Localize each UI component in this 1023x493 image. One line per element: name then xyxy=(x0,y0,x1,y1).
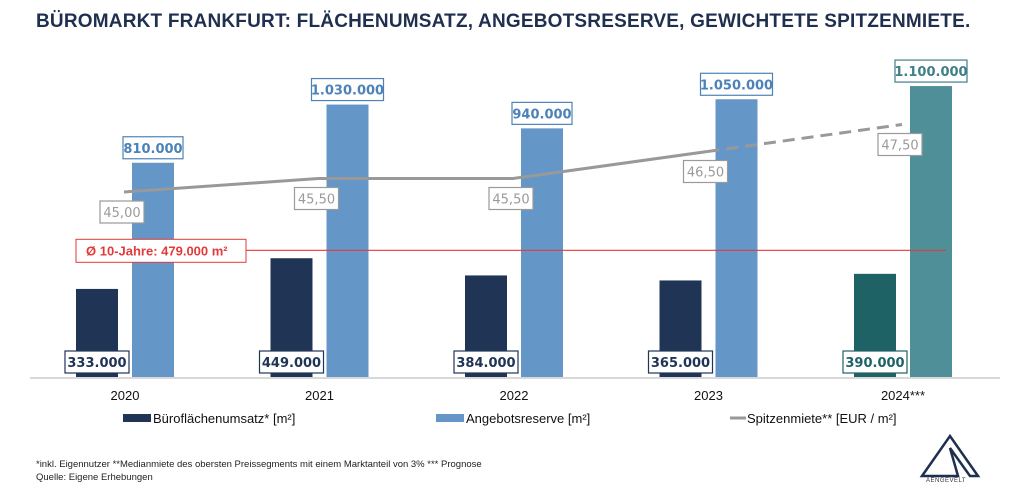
bar-angebotsreserve xyxy=(715,99,758,378)
label-angebotsreserve: 810.000 xyxy=(123,142,182,157)
label-bueroflaechenumsatz: 384.000 xyxy=(456,356,515,371)
label-spitzenmiete: 45,00 xyxy=(103,206,140,221)
label-bueroflaechenumsatz: 365.000 xyxy=(651,356,710,371)
label-spitzenmiete: 45,50 xyxy=(298,193,335,208)
label-spitzenmiete-box xyxy=(877,132,923,157)
bar-angebotsreserve xyxy=(910,86,952,378)
x-tick-label: 2024*** xyxy=(881,388,925,403)
legend-label: Spitzenmiete** [EUR / m²] xyxy=(747,411,897,426)
label-spitzenmiete-box xyxy=(293,186,340,211)
line-spitzenmiete-forecast xyxy=(707,123,903,153)
label-angebotsreserve: 940.000 xyxy=(512,107,571,122)
bar-angebotsreserve xyxy=(326,104,369,377)
label-spitzenmiete: 45,50 xyxy=(492,193,529,208)
label-angebotsreserve-box xyxy=(310,77,385,102)
legend-swatch xyxy=(436,414,464,422)
label-angebotsreserve-box xyxy=(122,136,184,160)
label-angebotsreserve: 1.100.000 xyxy=(894,65,967,80)
x-tick-label: 2020 xyxy=(111,388,140,403)
label-spitzenmiete-box xyxy=(99,200,145,224)
label-angebotsreserve-box xyxy=(511,101,573,125)
legend-label: Büroflächenumsatz* [m²] xyxy=(153,411,295,426)
reference-label: Ø 10-Jahre: 479.000 m² xyxy=(86,243,228,258)
label-angebotsreserve: 1.030.000 xyxy=(311,84,384,99)
legend-swatch xyxy=(123,414,151,422)
legend-label: Angebotsreserve [m²] xyxy=(466,411,590,426)
source-note: Quelle: Eigene Erhebungen xyxy=(36,472,153,483)
label-bueroflaechenumsatz-box xyxy=(453,350,519,374)
label-angebotsreserve-box xyxy=(699,72,774,96)
logo-text: AENGEVELT xyxy=(926,478,967,484)
x-tick-label: 2022 xyxy=(500,388,529,403)
label-spitzenmiete-box xyxy=(682,159,729,184)
label-bueroflaechenumsatz-box xyxy=(842,350,908,374)
label-spitzenmiete: 46,50 xyxy=(687,166,724,181)
reference-label-box xyxy=(75,238,247,263)
label-bueroflaechenumsatz: 390.000 xyxy=(845,356,904,371)
x-tick-label: 2023 xyxy=(694,388,723,403)
bar-angebotsreserve xyxy=(521,128,563,377)
label-spitzenmiete-box xyxy=(488,186,534,211)
label-bueroflaechenumsatz-box xyxy=(258,350,325,374)
label-bueroflaechenumsatz: 449.000 xyxy=(262,356,321,371)
bar-angebotsreserve xyxy=(132,162,174,377)
chart-title: BÜROMARKT FRANKFURT: FLÄCHENUMSATZ, ANGE… xyxy=(36,11,971,32)
line-spitzenmiete xyxy=(123,150,708,194)
x-tick-label: 2021 xyxy=(305,388,334,403)
label-bueroflaechenumsatz-box xyxy=(64,350,130,374)
footnote: *inkl. Eigennutzer **Medianmiete des obe… xyxy=(36,459,482,470)
label-angebotsreserve-box xyxy=(894,59,968,83)
label-angebotsreserve: 1.050.000 xyxy=(700,78,773,93)
label-spitzenmiete: 47,50 xyxy=(881,139,918,154)
label-bueroflaechenumsatz-box xyxy=(647,350,714,374)
aengevelt-logo xyxy=(919,433,981,478)
label-bueroflaechenumsatz: 333.000 xyxy=(67,356,126,371)
